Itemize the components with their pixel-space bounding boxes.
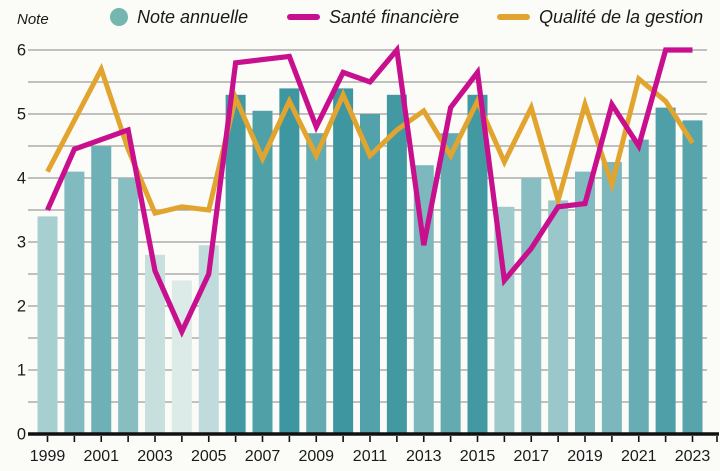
y-axis-label-6: 6: [17, 42, 26, 60]
y-axis-label-4: 4: [17, 170, 26, 188]
bar-2011: [360, 114, 380, 434]
x-axis-label-2011: 2011: [353, 448, 388, 465]
x-axis-label-2021: 2021: [621, 448, 657, 465]
y-axis-label-0: 0: [17, 426, 26, 444]
x-axis-label-2017: 2017: [513, 448, 549, 465]
y-axis-label-1: 1: [17, 362, 26, 380]
x-axis-label-2015: 2015: [460, 448, 496, 465]
y-axis-label-2: 2: [17, 298, 26, 316]
legend-label-sante-financiere: Santé financière: [329, 6, 460, 27]
bar-2023: [682, 120, 703, 435]
bar-2015: [467, 94, 488, 435]
x-axis-label-2001: 2001: [83, 448, 119, 465]
x-axis-label-2019: 2019: [567, 448, 603, 465]
x-axis-label-2005: 2005: [191, 448, 227, 465]
line-qualite-gestion: [45, 62, 695, 217]
bar-2022: [655, 107, 676, 434]
bar-1999: [37, 216, 58, 434]
bar-2020: [601, 162, 622, 434]
bar-2003: [145, 254, 165, 434]
bar-2016: [494, 206, 515, 434]
legend-item-note-annuelle: Note annuelle: [110, 4, 248, 30]
bar-2002: [118, 178, 139, 434]
bar-2009: [306, 133, 327, 434]
bar-2010: [333, 88, 354, 435]
legend-label-qualite-gestion: Qualité de la gestion: [539, 6, 704, 27]
bar-2012: [386, 94, 407, 435]
sante-financiere-swatch-icon: [287, 14, 320, 20]
bar-2018: [548, 200, 569, 434]
bar-2004: [171, 280, 192, 434]
legend-label-note-annuelle: Note annuelle: [137, 6, 249, 27]
legend-item-qualite-gestion: Qualité de la gestion: [497, 4, 703, 30]
qualite-gestion-swatch-icon: [497, 14, 530, 20]
y-axis-title: Note: [17, 11, 49, 28]
bar-2019: [575, 171, 595, 434]
x-axis-label-2007: 2007: [245, 448, 281, 465]
legend-item-sante-financiere: Santé financière: [287, 4, 459, 30]
x-axis-label-1999: 1999: [30, 448, 66, 465]
bar-2007: [252, 110, 273, 435]
x-axis-label-2003: 2003: [137, 448, 173, 465]
y-axis-label-3: 3: [17, 234, 26, 252]
bar-2001: [91, 146, 112, 434]
line-sante-financiere: [45, 43, 693, 338]
x-axis-label-2013: 2013: [406, 448, 442, 465]
bar-2014: [440, 133, 461, 434]
x-axis-label-2023: 2023: [675, 448, 711, 465]
bar-2000: [64, 171, 85, 434]
legend: Note annuelle Santé financière Qualité d…: [0, 0, 720, 34]
bar-2017: [521, 178, 542, 434]
x-axis-label-2009: 2009: [298, 448, 334, 465]
bar-2008: [279, 88, 300, 435]
y-axis-label-5: 5: [17, 106, 26, 124]
bar-2005: [198, 245, 219, 434]
note-annuelle-swatch-icon: [110, 8, 128, 26]
bar-2006: [225, 94, 246, 435]
bar-2021: [628, 139, 649, 434]
